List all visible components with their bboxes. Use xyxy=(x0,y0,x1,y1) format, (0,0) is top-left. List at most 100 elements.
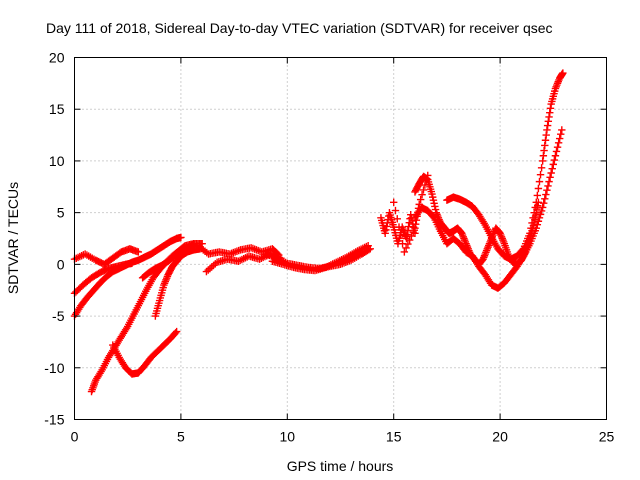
plus-marker xyxy=(541,195,549,203)
plus-marker xyxy=(545,113,553,121)
plus-marker xyxy=(535,177,544,186)
plus-marker xyxy=(412,216,421,224)
plus-marker xyxy=(552,147,561,156)
plus-marker xyxy=(407,211,415,219)
plus-marker xyxy=(418,191,426,199)
x-tick-labels: 0 5 10 15 20 25 xyxy=(71,429,615,445)
plus-marker xyxy=(531,203,539,212)
x-tick-label: 20 xyxy=(492,429,508,445)
plus-marker xyxy=(390,198,398,206)
plus-marker xyxy=(382,222,391,231)
plus-marker xyxy=(404,240,412,248)
plus-marker xyxy=(413,212,421,220)
plus-marker xyxy=(558,126,566,134)
y-tick-labels: -15 -10 -5 0 5 10 15 20 xyxy=(44,50,64,428)
plus-marker xyxy=(419,186,428,194)
series-arc-7 xyxy=(151,245,204,320)
plus-marker xyxy=(540,146,548,155)
plus-marker xyxy=(402,244,410,252)
data-markers xyxy=(70,69,567,396)
plus-marker xyxy=(411,220,420,228)
plus-marker xyxy=(172,327,181,336)
plus-marker xyxy=(430,199,438,208)
series-arc-8 xyxy=(194,242,283,259)
y-tick-label: -15 xyxy=(44,412,64,428)
plus-marker xyxy=(546,104,555,113)
x-tick-label: 10 xyxy=(280,429,296,445)
plus-marker xyxy=(554,139,563,147)
x-axis-title: GPS time / hours xyxy=(287,458,394,474)
plus-marker xyxy=(411,224,419,232)
plus-marker xyxy=(544,182,552,190)
series-arc-16 xyxy=(390,171,432,256)
plus-marker xyxy=(536,210,545,219)
plus-marker xyxy=(394,237,403,245)
series-arc-11 xyxy=(268,242,372,275)
plus-marker xyxy=(518,246,527,254)
series-arc-15 xyxy=(443,69,567,263)
plus-marker xyxy=(431,202,439,211)
plus-marker xyxy=(397,231,405,240)
plus-marker xyxy=(381,229,389,238)
plus-marker xyxy=(541,136,550,144)
plus-marker xyxy=(393,215,401,223)
plus-marker xyxy=(364,242,372,250)
y-tick-label: 20 xyxy=(49,50,65,66)
plus-marker xyxy=(529,214,537,222)
plus-marker xyxy=(537,164,546,172)
plus-marker xyxy=(542,190,550,199)
plus-marker xyxy=(546,173,554,182)
x-tick-label: 15 xyxy=(386,429,402,445)
plus-marker xyxy=(528,219,536,227)
plus-marker xyxy=(414,208,422,216)
plus-marker xyxy=(414,204,423,213)
plus-marker xyxy=(557,130,565,138)
plus-marker xyxy=(171,329,180,337)
chart-title: Day 111 of 2018, Sidereal Day-to-day VTE… xyxy=(46,20,553,36)
plus-marker xyxy=(534,184,543,193)
plus-marker xyxy=(400,248,409,256)
plus-marker xyxy=(429,196,438,204)
plus-marker xyxy=(404,226,412,235)
plus-marker xyxy=(134,248,143,256)
plus-marker xyxy=(537,207,546,215)
y-tick-label: -5 xyxy=(52,308,65,324)
series-arc-6 xyxy=(138,241,198,282)
plus-marker xyxy=(390,226,399,234)
plus-marker xyxy=(540,199,548,207)
plus-marker xyxy=(391,206,400,215)
plus-marker xyxy=(431,205,440,214)
plus-marker xyxy=(547,169,555,177)
plus-marker xyxy=(535,214,544,222)
series-arc-14 xyxy=(411,126,566,292)
plus-marker xyxy=(555,134,564,143)
plus-marker xyxy=(548,164,556,173)
plus-marker xyxy=(550,156,559,164)
y-axis-title: SDTVAR / TECUs xyxy=(5,182,21,294)
x-tick-label: 25 xyxy=(599,429,615,445)
plus-marker xyxy=(409,228,417,236)
y-tick-label: 15 xyxy=(49,101,65,117)
plus-marker xyxy=(382,226,390,234)
axis-ticks xyxy=(74,57,607,420)
plus-marker xyxy=(526,229,534,238)
plus-marker xyxy=(539,152,548,160)
plus-marker xyxy=(553,143,562,151)
plus-marker xyxy=(543,126,551,134)
plus-marker xyxy=(549,160,557,169)
plus-marker xyxy=(405,236,414,244)
plus-marker xyxy=(533,221,542,229)
y-tick-label: 0 xyxy=(57,256,65,272)
plus-marker xyxy=(527,224,535,232)
plus-marker xyxy=(559,69,567,77)
plus-marker xyxy=(415,200,423,209)
y-tick-label: -10 xyxy=(44,360,64,376)
plus-marker xyxy=(551,152,560,160)
plus-marker xyxy=(544,117,553,125)
plus-marker xyxy=(407,232,416,240)
plus-marker xyxy=(177,233,185,242)
plus-marker xyxy=(546,108,554,117)
plus-marker xyxy=(422,176,431,184)
plot-frame xyxy=(74,57,607,420)
